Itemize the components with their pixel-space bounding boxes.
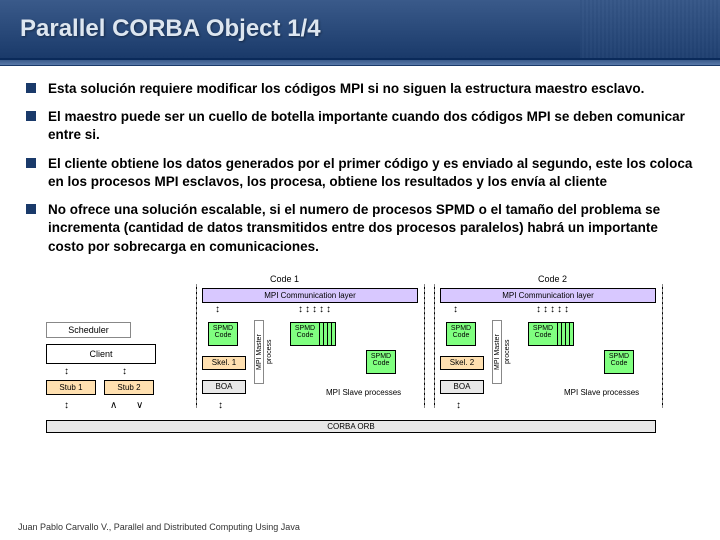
group-border: [424, 284, 425, 408]
corba-orb-bar: CORBA ORB: [46, 420, 656, 433]
group-border: [662, 284, 663, 408]
bullet-list: Esta solución requiere modificar los cód…: [0, 66, 720, 272]
architecture-diagram: Scheduler Client Stub 1 Stub 2 ↕ ↕ ↕ ∧ ∨…: [0, 272, 720, 452]
arrows-icon: ↕↕↕↕↕: [536, 304, 571, 315]
arrows-icon: ↕↕↕↕↕: [298, 304, 333, 315]
mpi-master-label-1: MPI Master process: [254, 320, 264, 384]
mpi-slave-label-1: MPI Slave processes: [326, 388, 401, 397]
bullet-item: No ofrece una solución escalable, si el …: [48, 201, 696, 256]
arrow-icon: ∧: [110, 400, 117, 411]
mpi-layer-1: MPI Communication layer: [202, 288, 418, 303]
stub2-box: Stub 2: [104, 380, 154, 395]
arrow-icon: ↕: [218, 400, 223, 411]
skel1-box: Skel. 1: [202, 356, 246, 370]
skel2-box: Skel. 2: [440, 356, 484, 370]
spmd-master-1: SPMD Code: [208, 322, 238, 346]
boa-box-1: BOA: [202, 380, 246, 394]
arrow-icon: ↕: [453, 304, 458, 315]
arrow-icon: ↕: [64, 366, 69, 377]
stub1-box: Stub 1: [46, 380, 96, 395]
group-border: [434, 284, 435, 408]
mpi-layer-2: MPI Communication layer: [440, 288, 656, 303]
boa-box-2: BOA: [440, 380, 484, 394]
code2-label: Code 2: [538, 274, 567, 284]
bullet-item: Esta solución requiere modificar los cód…: [48, 80, 696, 98]
spmd-slaves-2: SPMD Code: [528, 322, 558, 346]
arrow-icon: ↕: [215, 304, 220, 315]
spmd-slaves-1: SPMD Code: [290, 322, 320, 346]
slide-footer: Juan Pablo Carvallo V., Parallel and Dis…: [18, 522, 300, 532]
code1-label: Code 1: [270, 274, 299, 284]
mpi-master-label-2: MPI Master process: [492, 320, 502, 384]
spmd-slave-1: SPMD Code: [366, 350, 396, 374]
arrow-icon: ↕: [456, 400, 461, 411]
bullet-item: El maestro puede ser un cuello de botell…: [48, 108, 696, 144]
spmd-slave-2: SPMD Code: [604, 350, 634, 374]
spmd-master-2: SPMD Code: [446, 322, 476, 346]
arrow-icon: ↕: [122, 366, 127, 377]
arrow-icon: ∨: [136, 400, 143, 411]
bullet-item: El cliente obtiene los datos generados p…: [48, 155, 696, 191]
arrow-icon: ↕: [64, 400, 69, 411]
client-box: Client: [46, 344, 156, 364]
scheduler-box: Scheduler: [46, 322, 131, 338]
slide-title: Parallel CORBA Object 1/4: [20, 15, 321, 43]
group-border: [196, 284, 197, 408]
mpi-slave-label-2: MPI Slave processes: [564, 388, 639, 397]
slide-header: Parallel CORBA Object 1/4: [0, 0, 720, 60]
